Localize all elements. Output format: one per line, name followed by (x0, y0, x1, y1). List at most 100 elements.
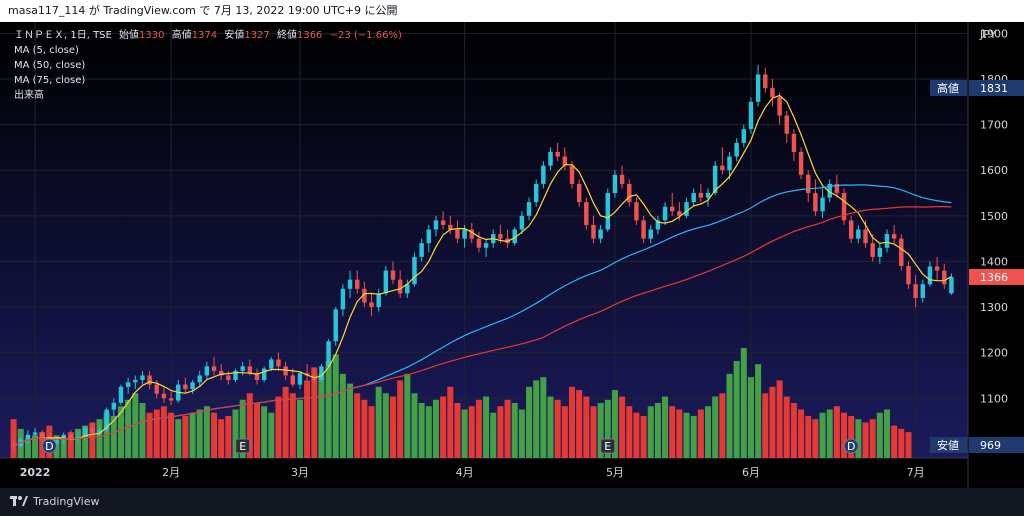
candle-body (748, 101, 754, 130)
tradingview-logo[interactable]: TradingView (10, 494, 99, 508)
last-price-badge: 1366 (969, 268, 1024, 285)
candle-body (562, 156, 568, 166)
x-tick-label: 7月 (907, 466, 925, 479)
candle-body (884, 234, 890, 248)
candle-body (784, 115, 789, 134)
volume-bar (261, 406, 268, 458)
tradingview-logo-text: TradingView (33, 494, 100, 508)
candle-body (476, 238, 482, 248)
candle-body (426, 229, 432, 244)
volume-bar (676, 409, 683, 458)
high-badge-label: 高値 (937, 81, 959, 95)
footer-bar: TradingView (0, 488, 1024, 516)
volume-bar (690, 415, 697, 458)
volume-bar (125, 399, 132, 458)
candle-body (755, 74, 761, 102)
legend-ma50[interactable]: MA (50, close) (14, 60, 86, 71)
candle-body (90, 427, 95, 433)
volume-bar (490, 412, 497, 458)
volume-bar (354, 393, 361, 458)
volume-bar (411, 393, 418, 458)
candle-body (770, 88, 775, 98)
low-badge: 安値 969 (930, 437, 1024, 453)
candle-body (125, 382, 131, 387)
candle-body (333, 309, 338, 342)
volume-bar (218, 419, 225, 458)
volume-bar (855, 419, 862, 458)
candle-body (684, 202, 689, 216)
price-chart[interactable]: JPY 100011001200130014001500160017001800… (0, 22, 1024, 488)
volume-bar (117, 406, 124, 458)
candle-body (669, 206, 675, 212)
volume-bar (561, 406, 568, 458)
x-tick-label: 5月 (606, 466, 624, 479)
candle-body (448, 224, 453, 230)
volume-bar (468, 406, 475, 458)
event-marker-label: E (604, 440, 611, 453)
candle-body (949, 276, 954, 294)
volume-bar (733, 360, 740, 458)
volume-bar (905, 432, 912, 458)
volume-bar (325, 360, 332, 458)
candle-body (763, 74, 768, 89)
candle-body (276, 359, 281, 367)
volume-bar (153, 409, 160, 458)
candle-body (526, 202, 532, 216)
candle-body (813, 193, 818, 212)
candle-body (519, 215, 525, 230)
volume-bar (755, 364, 762, 458)
volume-bar (597, 403, 604, 458)
candle-body (591, 224, 596, 239)
volume-bar (203, 406, 210, 458)
high-badge-value-box (969, 80, 1024, 96)
legend-volume[interactable]: 出来高 (14, 90, 44, 101)
event-marker: E (600, 438, 616, 454)
candle-body (283, 366, 288, 376)
volume-bar (776, 380, 783, 458)
candle-body (376, 293, 381, 308)
volume-bar (583, 396, 590, 458)
volume-bar (683, 412, 690, 458)
dividend-marker-icon (843, 438, 859, 454)
candle-body (806, 174, 811, 194)
volume-bar (67, 432, 74, 458)
candle-body (927, 266, 933, 285)
volume-bar (139, 403, 146, 458)
candle-body (834, 183, 840, 194)
volume-bar (633, 412, 640, 458)
volume-bar (246, 393, 253, 458)
high-badge-label-box (930, 80, 967, 96)
volume-bar (189, 412, 196, 458)
candle-body (68, 434, 74, 440)
close-value: 1366 (296, 30, 323, 41)
candle-body (856, 229, 861, 239)
candle-body (82, 427, 88, 438)
ma75-line (13, 206, 952, 447)
candle-body (104, 409, 109, 431)
candle-body (319, 366, 324, 381)
candle-body (11, 443, 16, 447)
legend-ma75[interactable]: MA (75, close) (14, 75, 86, 86)
candle-body (677, 211, 682, 216)
candle-body (261, 368, 267, 381)
volume-bar (10, 419, 17, 458)
volume-bar (726, 373, 733, 458)
candle-body (698, 193, 704, 198)
candle-body (634, 202, 639, 221)
volume-bar (232, 409, 239, 458)
volume-bar (576, 390, 583, 458)
volume-bar (282, 386, 289, 458)
y-tick-label: 1900 (980, 27, 1008, 40)
volume-bar (697, 409, 704, 458)
volume-bar (275, 396, 282, 458)
candle-body (627, 183, 632, 203)
volume-bar (518, 409, 525, 458)
candle-body (942, 270, 947, 285)
moving-average-lines (13, 94, 952, 447)
time-axis[interactable]: 2022 2月 3月 4月 5月 6月 7月 (20, 466, 925, 479)
candle-body (397, 279, 403, 294)
chart-area[interactable]: JPY 100011001200130014001500160017001800… (0, 22, 1024, 488)
volume-bar (611, 390, 618, 458)
volume-bar (526, 386, 533, 458)
legend-ma5[interactable]: MA (5, close) (14, 45, 79, 56)
